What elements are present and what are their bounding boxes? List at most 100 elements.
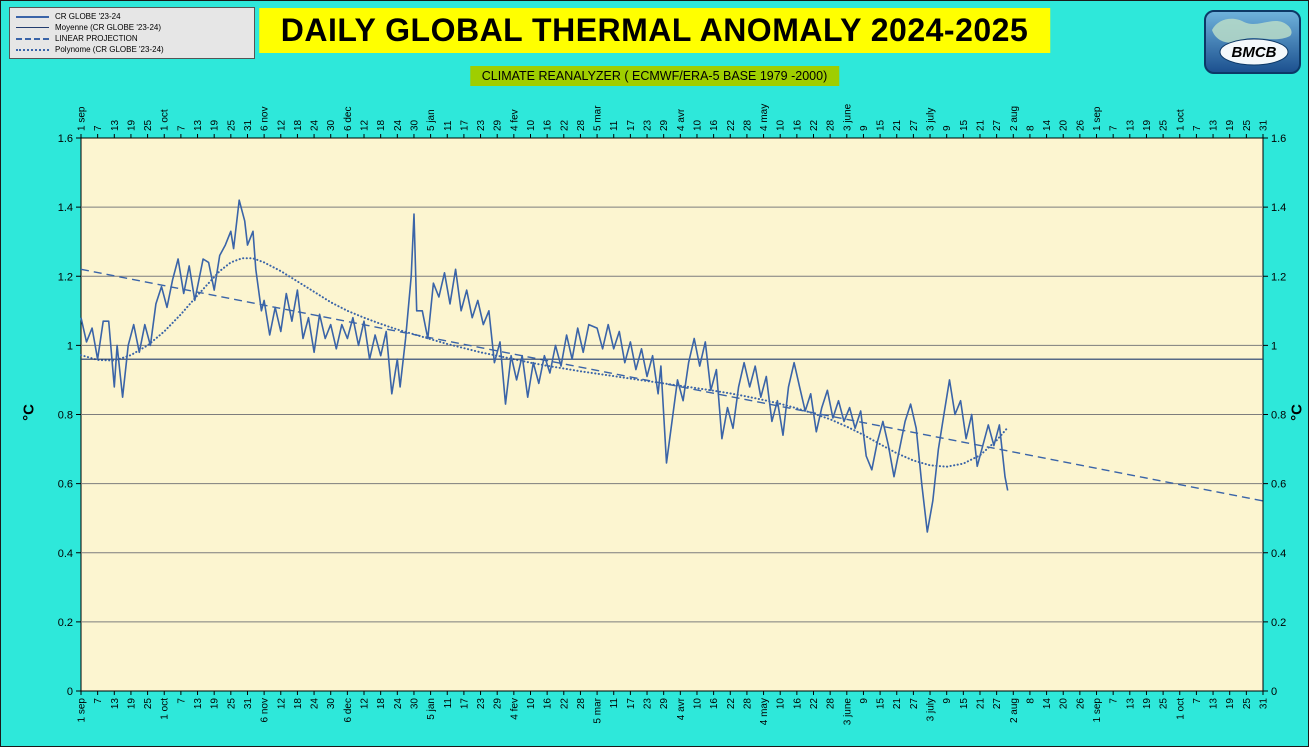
y-axis-tick-label: 0.2: [1271, 617, 1286, 629]
legend-item: CR GLOBE '23-24: [16, 12, 248, 21]
x-axis-tick-label-bottom: 2 aug: [1009, 698, 1020, 723]
x-axis-tick-label-top: 6 nov: [260, 107, 271, 131]
x-axis-tick-label-bottom: 24: [393, 698, 404, 710]
x-axis-tick-label-bottom: 23: [476, 698, 487, 710]
x-axis-tick-label-bottom: 25: [1159, 698, 1170, 710]
x-axis-tick-label-top: 19: [1225, 119, 1236, 131]
x-axis-tick-label-top: 31: [243, 119, 254, 131]
subtitle-banner: CLIMATE REANALYZER ( ECMWF/ERA-5 BASE 19…: [469, 66, 840, 86]
legend-label: CR GLOBE '23-24: [55, 12, 121, 21]
y-axis-tick-label: 1.4: [58, 202, 73, 214]
legend: CR GLOBE '23-24 Moyenne (CR GLOBE '23-24…: [9, 7, 255, 59]
x-axis-tick-label-bottom: 27: [992, 698, 1003, 710]
x-axis-tick-label-bottom: 11: [609, 698, 620, 709]
x-axis-tick-label-bottom: 30: [326, 698, 337, 710]
x-axis-tick-label-top: 16: [792, 119, 803, 131]
x-axis-tick-label-top: 13: [193, 119, 204, 131]
x-axis-tick-label-bottom: 1 oct: [1175, 698, 1186, 720]
x-axis-tick-label-bottom: 1 oct: [160, 698, 171, 720]
x-axis-tick-label-top: 25: [143, 119, 154, 131]
x-axis-tick-label-bottom: 6 nov: [260, 698, 271, 722]
x-axis-tick-label-bottom: 24: [310, 698, 321, 710]
x-axis-tick-label-top: 4 may: [759, 104, 770, 131]
x-axis-tick-label-top: 11: [443, 120, 454, 131]
x-axis-tick-label-top: 5 mar: [593, 105, 604, 131]
x-axis-tick-label-bottom: 26: [1075, 698, 1086, 710]
x-axis-tick-label-top: 30: [326, 119, 337, 131]
x-axis-tick-label-bottom: 17: [626, 698, 637, 710]
y-axis-tick-label: 1: [67, 340, 73, 352]
x-axis-tick-label-bottom: 28: [576, 698, 587, 710]
y-axis-tick-label: 0.8: [58, 410, 73, 422]
x-axis-tick-label-top: 23: [643, 119, 654, 131]
x-axis-tick-label-top: 23: [476, 119, 487, 131]
x-axis-tick-label-bottom: 4 avr: [676, 697, 687, 720]
x-axis-tick-label-bottom: 13: [1209, 698, 1220, 710]
x-axis-tick-label-bottom: 15: [959, 698, 970, 710]
x-axis-tick-label-bottom: 16: [792, 698, 803, 710]
x-axis-tick-label-top: 3 july: [926, 108, 937, 131]
x-axis-tick-label-top: 27: [909, 119, 920, 131]
x-axis-tick-label-bottom: 19: [126, 698, 137, 710]
x-axis-tick-label-top: 29: [493, 119, 504, 131]
x-axis-tick-label-top: 25: [1159, 119, 1170, 131]
y-axis-tick-label: 1.2: [1271, 271, 1286, 283]
x-axis-tick-label-top: 8: [1025, 125, 1036, 131]
x-axis-tick-label-bottom: 22: [726, 698, 737, 710]
y-axis-tick-label: 1.6: [58, 133, 73, 145]
x-axis-tick-label-bottom: 10: [692, 698, 703, 710]
x-axis-tick-label-top: 1 sep: [1092, 106, 1103, 131]
x-axis-tick-label-top: 27: [992, 119, 1003, 131]
x-axis-tick-label-top: 21: [892, 119, 903, 131]
x-axis-tick-label-bottom: 3 june: [842, 698, 853, 726]
x-axis-tick-label-bottom: 1 sep: [1092, 698, 1103, 723]
x-axis-tick-label-bottom: 21: [892, 698, 903, 710]
x-axis-tick-label-top: 26: [1075, 119, 1086, 131]
x-axis-tick-label-top: 7: [93, 125, 104, 131]
x-axis-tick-label-bottom: 5 jan: [426, 698, 437, 720]
legend-dotted-line-icon: [16, 48, 49, 51]
x-axis-tick-label-bottom: 30: [409, 698, 420, 710]
x-axis-tick-label-top: 20: [1059, 119, 1070, 131]
x-axis-tick-label-top: 28: [826, 119, 837, 131]
x-axis-tick-label-bottom: 6 dec: [343, 698, 354, 722]
x-axis-tick-label-top: 15: [959, 119, 970, 131]
x-axis-tick-label-bottom: 13: [193, 698, 204, 710]
y-axis-tick-label: 0: [67, 686, 73, 698]
logo-ellipse: [1219, 38, 1289, 66]
chart-subtitle: CLIMATE REANALYZER ( ECMWF/ERA-5 BASE 19…: [481, 69, 828, 83]
y-axis-tick-label: 0.6: [58, 479, 73, 491]
x-axis-tick-label-bottom: 9: [942, 698, 953, 704]
x-axis-tick-label-bottom: 13: [110, 698, 121, 710]
x-axis-tick-label-top: 14: [1042, 119, 1053, 131]
x-axis-tick-label-bottom: 21: [975, 698, 986, 710]
x-axis-tick-label-bottom: 9: [859, 698, 870, 704]
legend-dashed-line-icon: [16, 37, 49, 40]
x-axis-tick-label-top: 21: [975, 119, 986, 131]
x-axis-tick-label-top: 17: [626, 119, 637, 131]
y-axis-tick-label: 0.4: [58, 548, 73, 560]
x-axis-tick-label-top: 11: [609, 120, 620, 131]
logo-text: BMCB: [1232, 44, 1277, 61]
x-axis-tick-label-bottom: 1 sep: [77, 698, 88, 723]
x-axis-tick-label-top: 10: [776, 119, 787, 131]
x-axis-tick-label-bottom: 29: [659, 698, 670, 710]
x-axis-tick-label-bottom: 28: [742, 698, 753, 710]
x-axis-tick-label-bottom: 25: [143, 698, 154, 710]
title-banner: DAILY GLOBAL THERMAL ANOMALY 2024-2025: [258, 8, 1051, 53]
series-polynome-cr-globe-23-24: [80, 257, 1009, 468]
x-axis-tick-label-bottom: 15: [876, 698, 887, 710]
legend-item: Polynome (CR GLOBE '23-24): [16, 45, 248, 54]
x-axis-tick-label-top: 5 jan: [426, 109, 437, 131]
x-axis-tick-label-top: 13: [1125, 119, 1136, 131]
x-axis-tick-label-top: 7: [176, 125, 187, 131]
x-axis-tick-label-bottom: 16: [543, 698, 554, 710]
legend-label: LINEAR PROJECTION: [55, 34, 138, 43]
x-axis-tick-label-top: 22: [809, 119, 820, 131]
x-axis-tick-label-bottom: 11: [443, 698, 454, 709]
x-axis-tick-label-bottom: 17: [459, 698, 470, 710]
logo-map-shape: [1212, 18, 1292, 43]
x-axis-tick-label-bottom: 31: [243, 698, 254, 710]
x-axis-tick-label-bottom: 7: [1192, 698, 1203, 704]
